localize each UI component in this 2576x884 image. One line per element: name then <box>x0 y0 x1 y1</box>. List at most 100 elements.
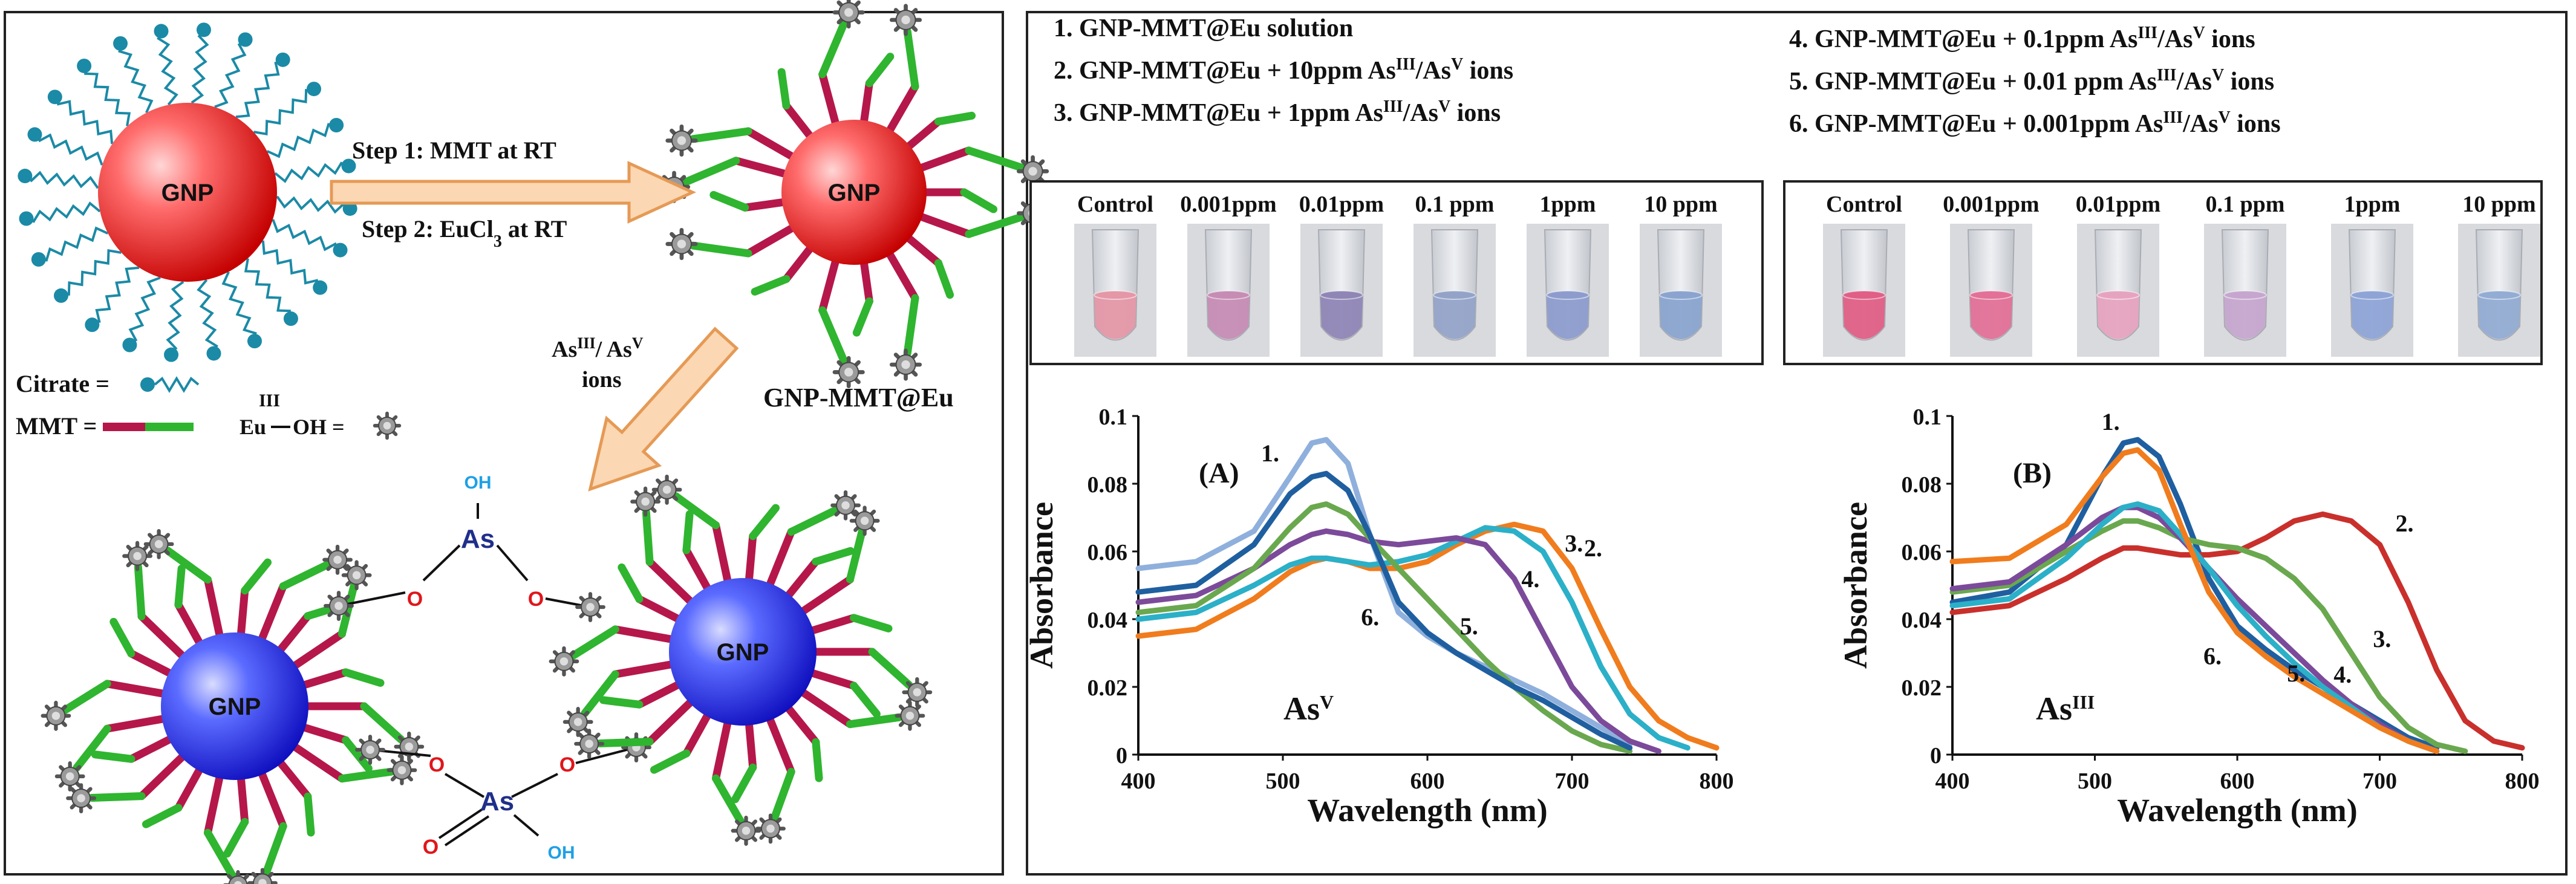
citrate-head <box>18 169 33 184</box>
chart-asv: 0 0.02 0.04 0.06 0.08 0.1 400 500 600 700 800 Wavel… <box>1023 405 1734 828</box>
chart-series-label-5: 5. <box>1460 613 1478 640</box>
eu-oh-icon-center <box>766 824 775 833</box>
arsenic-bound-gnp-left: GNP As OH O O As O O O OH <box>41 473 651 884</box>
vial-label: 0.001ppm <box>1943 192 2039 217</box>
vial-meniscus <box>1094 290 1137 300</box>
chart-y-axis-label: Absorbance <box>1837 502 1874 669</box>
gnp-red-sphere <box>781 120 927 265</box>
as-bond <box>496 544 529 582</box>
eu-oh-icon-core <box>228 875 248 884</box>
mmt-red-bond <box>901 231 942 267</box>
eu-oh-icon <box>575 592 605 622</box>
sample-list-text: GNP-MMT@Eu + 1ppm As <box>1079 99 1383 127</box>
eu-oh-icon-center <box>133 551 142 561</box>
chart-series-line-3 <box>1135 525 1691 751</box>
as-bond <box>575 746 637 764</box>
vial-meniscus <box>1207 290 1250 300</box>
chart-series-label-6: 6. <box>1361 603 1379 631</box>
citrate-chain <box>67 249 122 296</box>
mmt-red-bond <box>901 117 942 154</box>
citrate-chain <box>166 281 184 350</box>
citrate-head <box>283 311 298 327</box>
sample-list-sup-v: V <box>1451 55 1463 74</box>
vial-label: 1ppm <box>1540 192 1596 217</box>
sample-list-number: 4. <box>1789 25 1815 53</box>
chart-species-label: AsV <box>1283 691 1334 727</box>
arsenic-bound-gnp-right: GNP <box>549 474 933 846</box>
citrate-chain <box>128 276 161 342</box>
eu-oh-icon <box>54 761 85 791</box>
citrate-head <box>206 346 221 361</box>
mmt-green-bond <box>163 546 212 584</box>
vial-label: Control <box>1077 192 1153 217</box>
mmt-red-bond <box>204 576 225 644</box>
chart-y-tick-label: 0 <box>1930 743 1942 769</box>
eu-oh-icon-center <box>742 827 751 835</box>
eu-oh-icon-center <box>844 8 853 17</box>
citrate-head <box>27 127 42 142</box>
sample-list-number: 1. <box>1054 15 1079 42</box>
citrate-chain <box>30 171 99 189</box>
mmt-green-bond <box>618 563 644 603</box>
mmt-red-bond <box>859 79 873 131</box>
chart-series-line-2 <box>1135 521 1720 751</box>
vial-label: 0.1 ppm <box>1415 192 1495 217</box>
mmt-red-bond <box>764 528 795 593</box>
citrate-head <box>31 252 46 267</box>
vial-meniscus <box>1546 290 1590 300</box>
mmt-red-bond <box>913 211 973 238</box>
mmt-green-bond <box>342 736 373 773</box>
eu-oh-icon <box>665 227 698 261</box>
legend-eu-oh-gear <box>373 411 402 440</box>
eu-oh-icon <box>223 870 253 884</box>
vial-solution <box>1207 295 1250 339</box>
mmt-green-bond <box>812 738 823 782</box>
mmt-red-bond <box>744 221 800 258</box>
vial-meniscus <box>2477 290 2521 300</box>
chart-x-tick-label: 800 <box>2505 769 2540 794</box>
vial-photo-asiii <box>1783 180 2543 365</box>
eu-oh-icon-center <box>677 239 686 249</box>
sample-list-sup-iii: III <box>2137 24 2157 42</box>
oxygen-lower-right: O <box>559 753 575 776</box>
mmt-green-bond <box>134 563 146 620</box>
mmt-green-bond <box>88 792 146 802</box>
as-atom-upper: As <box>461 524 495 554</box>
mmt-red-bond <box>712 521 733 590</box>
citrate-chain <box>235 61 280 119</box>
mmt-red-bond <box>174 600 206 651</box>
chart-asiii: 0 0.02 0.04 0.06 0.08 0.1 400 500 600 700 800 Wavel… <box>1837 405 2540 828</box>
mmt-green-bond <box>965 213 1026 238</box>
mmt-red-bond <box>803 668 858 690</box>
chart-y-tick-label: 0.02 <box>1902 675 1942 701</box>
mmt-green-bond <box>731 763 757 804</box>
as-double-bond <box>444 815 490 847</box>
citrate-chain <box>56 100 114 145</box>
citrate-head <box>238 32 253 47</box>
mmt-red-bond <box>137 612 190 663</box>
eu-oh-icon <box>830 490 861 521</box>
eu-oh-icon-center <box>77 794 85 802</box>
sample-list-number: 2. <box>1054 57 1079 85</box>
citrate-chain <box>45 226 109 262</box>
chart-species-text: As <box>1283 691 1320 727</box>
product-label: GNP-MMT@Eu <box>763 383 954 412</box>
eu-oh-icon-center <box>352 571 361 580</box>
mmt-red-bond <box>682 546 714 597</box>
citrate-chain <box>214 43 247 108</box>
chart-y-tick-label: 0 <box>1116 743 1127 769</box>
eu-oh-icon-center <box>154 540 163 548</box>
mmt-red-bond <box>782 102 817 144</box>
gnp-blue-sphere <box>669 578 817 726</box>
ion-addition-arrow <box>588 327 739 492</box>
eu-oh-icon <box>341 560 372 591</box>
gnp-label: GNP <box>161 180 214 206</box>
mmt-green-bond <box>689 127 752 143</box>
chart-x-tick-label: 700 <box>1555 769 1590 794</box>
sample-list-text: GNP-MMT@Eu + 0.001ppm As <box>1815 110 2163 138</box>
vial-label: 0.1 ppm <box>2206 192 2285 217</box>
chart-species-sup: III <box>2072 691 2095 713</box>
mmt-green-bond <box>852 297 873 337</box>
eu-oh-icon-center <box>258 879 267 884</box>
vial-label: 10 ppm <box>2462 192 2535 217</box>
